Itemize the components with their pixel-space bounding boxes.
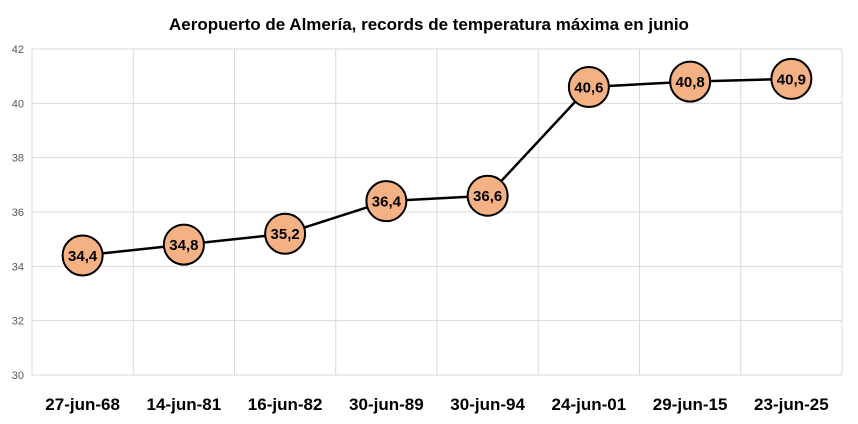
data-point-0	[61, 234, 104, 277]
y-tick-label-38: 38	[12, 153, 24, 165]
data-point-2	[264, 212, 307, 255]
x-tick-label-2: 16-jun-82	[248, 395, 323, 414]
x-tick-label-1: 14-jun-81	[147, 395, 222, 414]
data-markers	[61, 57, 813, 277]
data-label-6: 40,8	[676, 74, 705, 91]
y-tick-label-34: 34	[12, 261, 24, 273]
x-tick-label-5: 24-jun-01	[552, 395, 627, 414]
data-label-5: 40,6	[574, 80, 603, 97]
data-point-1	[162, 223, 205, 266]
y-axis-tick-labels: 30 32 34 36 38 40 42	[12, 44, 24, 382]
data-label-0: 34,4	[68, 248, 98, 265]
y-tick-label-30: 30	[12, 370, 24, 382]
data-label-7: 40,9	[777, 71, 806, 88]
x-tick-label-6: 29-jun-15	[653, 395, 728, 414]
data-label-2: 35,2	[271, 226, 300, 243]
data-point-6	[669, 60, 712, 103]
data-point-5	[567, 66, 610, 109]
x-tick-label-0: 27-jun-68	[45, 395, 120, 414]
y-tick-label-40: 40	[12, 98, 24, 110]
data-point-7	[770, 57, 813, 100]
y-tick-label-42: 42	[12, 44, 24, 56]
data-label-3: 36,4	[372, 194, 402, 211]
x-tick-label-7: 23-jun-25	[754, 395, 829, 414]
x-tick-label-3: 30-jun-89	[349, 395, 424, 414]
y-tick-label-36: 36	[12, 207, 24, 219]
data-label-4: 36,6	[473, 188, 502, 205]
data-labels: 34,4 34,8 35,2 36,4 36,6 40,6 40,8 40,9	[68, 71, 806, 265]
chart-title: Aeropuerto de Almería, records de temper…	[169, 15, 689, 34]
x-axis-tick-labels: 27-jun-68 14-jun-81 16-jun-82 30-jun-89 30-j…	[45, 395, 828, 414]
data-point-3	[365, 180, 408, 223]
gridlines	[31, 48, 843, 376]
data-label-1: 34,8	[169, 237, 198, 254]
data-point-4	[466, 174, 509, 217]
x-tick-label-4: 30-jun-94	[450, 395, 525, 414]
y-tick-label-32: 32	[12, 316, 24, 328]
